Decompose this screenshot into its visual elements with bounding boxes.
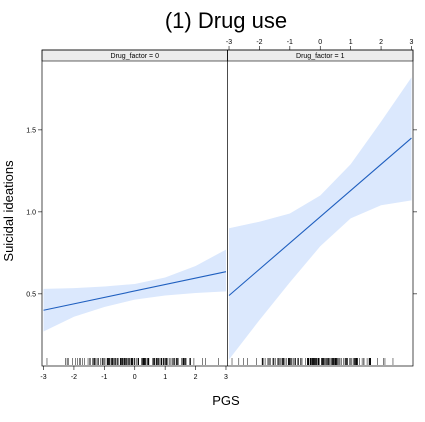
x-tick-label: -2 xyxy=(71,374,77,381)
x-tick-label: 0 xyxy=(318,39,322,46)
x-tick-label: 1 xyxy=(349,39,353,46)
rug-panel-1 xyxy=(46,358,219,365)
x-tick-label: -1 xyxy=(101,374,107,381)
x-tick-label: 3 xyxy=(410,39,414,46)
rug-panel-2 xyxy=(231,358,394,365)
x-tick-label: -1 xyxy=(287,39,293,46)
strip-label-panel-1: Drug_factor = 0 xyxy=(111,53,160,60)
x-tick-label: -2 xyxy=(256,39,262,46)
x-tick-label: 3 xyxy=(224,374,228,381)
x-tick-label: -3 xyxy=(226,39,232,46)
x-tick-label: 2 xyxy=(194,374,198,381)
plot-area: Drug_factor = 0 -3 -2 -1 0 1 2 3 Drug_factor = 1… xyxy=(26,39,417,381)
x-tick-label: 1 xyxy=(163,374,167,381)
confidence-band-panel-2 xyxy=(229,77,412,360)
y-tick-label: 1.0 xyxy=(26,209,36,216)
y-axis-title: Suicidal ideations xyxy=(1,160,16,262)
fit-line-panel-2 xyxy=(228,137,412,296)
y-tick-label: 0.5 xyxy=(26,291,36,298)
x-tick-label: 0 xyxy=(133,374,137,381)
y-tick-label: 1.5 xyxy=(26,127,36,134)
x-tick-label: -3 xyxy=(40,374,46,381)
strip-label-panel-2: Drug_factor = 1 xyxy=(296,53,345,60)
fit-line-panel-1 xyxy=(43,271,227,311)
x-tick-label: 2 xyxy=(379,39,383,46)
x-axis-title: PGS xyxy=(212,393,240,408)
chart-title: (1) Drug use xyxy=(165,8,287,33)
